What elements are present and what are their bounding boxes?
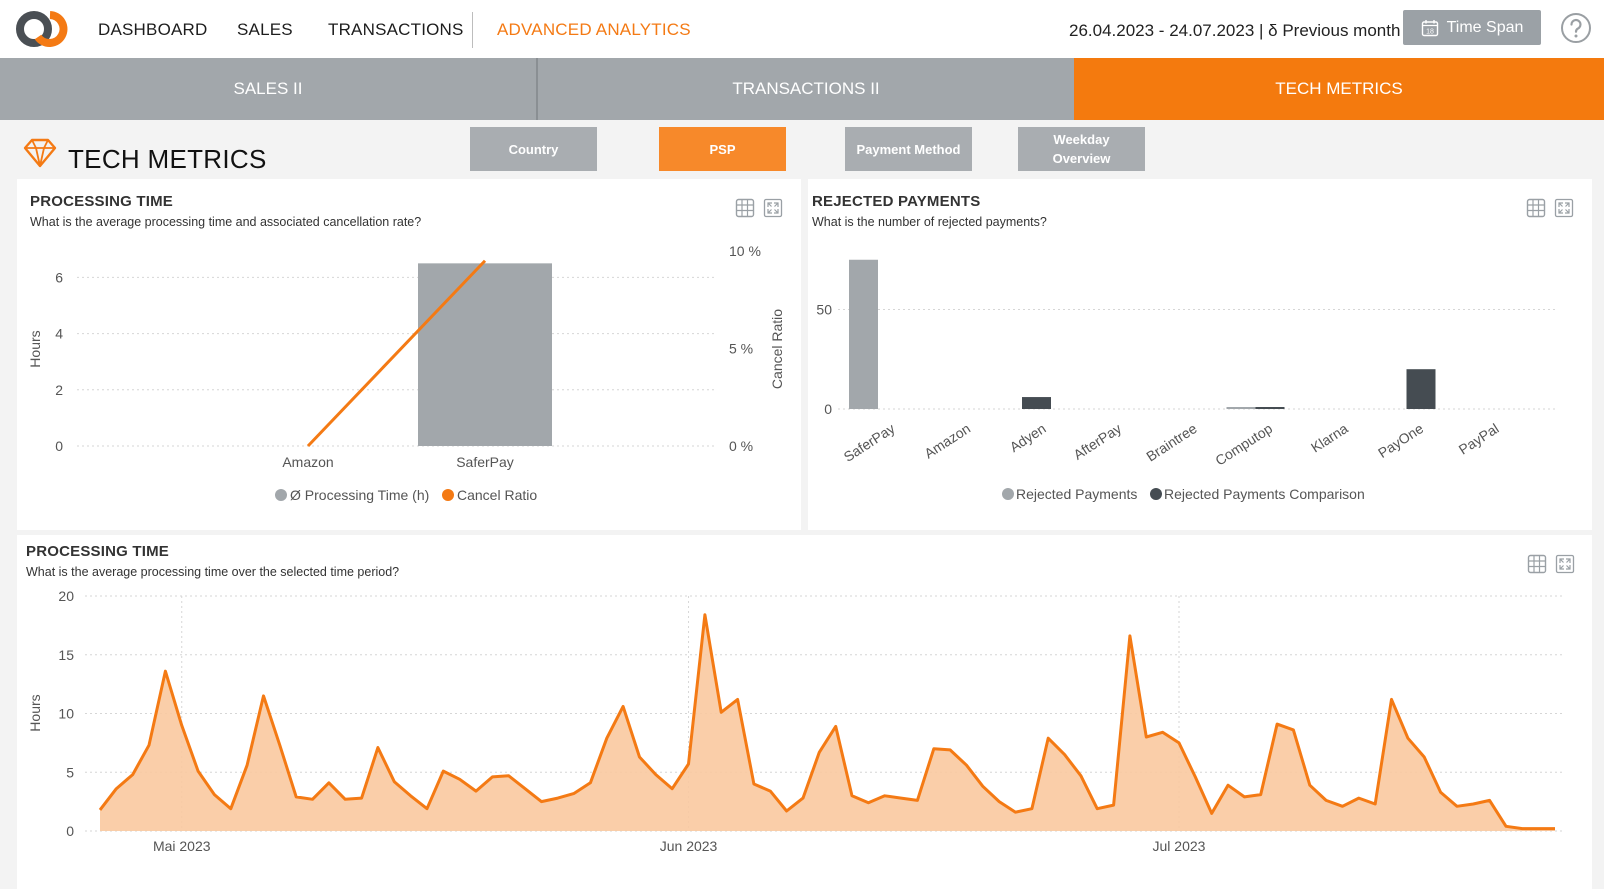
filter-country-button[interactable]: Country [470,127,597,171]
page-title: TECH METRICS [68,144,267,174]
nav-divider [472,12,473,48]
calendar-icon: 18 [1421,19,1438,36]
bar-rejected-payments [849,259,878,409]
x-tick-label: PayPal [1456,420,1502,458]
legend-marker-cancel-ratio [442,489,454,501]
time-span-button[interactable]: 18 Time Span [1403,10,1541,45]
company-logo[interactable] [14,7,74,51]
card-subtitle: What is the average processing time over… [26,565,400,579]
filter-weekday-overview-button[interactable]: Weekday Overview [1018,127,1145,171]
y-tick-label: 50 [816,302,832,318]
nav-advanced-analytics[interactable]: ADVANCED ANALYTICS [497,20,691,39]
y-tick-label: 5 [66,764,74,780]
expand-icon[interactable] [1554,198,1574,218]
nav-dashboard[interactable]: DASHBOARD [98,20,208,39]
y-tick-label: 10 [58,706,74,722]
y-axis-label: Hours [27,694,43,731]
processing-time-psp-card: PROCESSING TIME What is the average proc… [17,179,801,530]
date-range-display: 26.04.2023 - 24.07.2023 | δ Previous mon… [1069,21,1401,40]
card-actions [1527,554,1575,574]
x-tick-label: Adyen [1007,420,1049,455]
x-tick-label: SaferPay [456,454,514,470]
legend-label-cancel-ratio: Cancel Ratio [457,487,537,503]
processing-time-period-card: PROCESSING TIME What is the average proc… [17,535,1592,889]
line-processing-time [98,613,1555,831]
card-subtitle: What is the number of rejected payments? [812,215,1047,229]
y2-tick-label: 5 % [729,341,753,357]
card-title: PROCESSING TIME [30,193,174,210]
time-span-label: Time Span [1446,18,1524,36]
tab-transactions-ii[interactable]: TRANSACTIONS II [538,58,1074,120]
bar-processing-time [418,263,552,446]
legend-label-rejected: Rejected Payments [1016,486,1137,502]
legend-label-processing-time: Ø Processing Time (h) [290,487,429,503]
line-cancel-ratio [306,259,487,448]
y-tick-label: 4 [55,326,63,342]
calendar-icon-day: 18 [1426,28,1434,35]
table-view-icon[interactable] [735,198,755,218]
card-actions [735,198,783,218]
y-tick-label: 20 [58,588,74,604]
x-tick-label: Amazon [921,420,973,461]
tab-divider [536,58,538,120]
bar-rejected-payments-comparison [1406,369,1436,409]
x-tick-label: PayOne [1375,420,1426,461]
nav-transactions[interactable]: TRANSACTIONS [328,20,464,39]
y-tick-label: 2 [55,382,63,398]
rejected-payments-chart: 0 50 SaferPay Amazon Adyen AfterPay Braintree C… [816,259,1558,502]
y-axis-label: Hours [27,330,43,367]
x-tick-label: Computop [1212,420,1275,469]
y-tick-label: 15 [58,647,74,663]
table-view-icon[interactable] [1527,554,1547,574]
y-tick-label: 6 [55,269,63,285]
top-bar: DASHBOARD SALES TRANSACTIONS ADVANCED AN… [0,0,1604,58]
x-tick-label: Amazon [282,454,333,470]
tab-tech-metrics[interactable]: TECH METRICS [1074,58,1604,120]
card-title: PROCESSING TIME [26,543,170,560]
x-tick-label: Jun 2023 [660,838,718,854]
legend-marker-rejected [1002,488,1014,500]
x-tick-label: Braintree [1143,420,1200,464]
processing-time-psp-chart: 0 2 4 6 0 % 5 % 10 % Hours Cancel Ratio Amazon Saf… [27,243,785,503]
x-tick-label: SaferPay [841,420,898,465]
table-view-icon[interactable] [1526,198,1546,218]
x-tick-label: Mai 2023 [153,838,211,854]
sub-tabs: SALES II TRANSACTIONS II TECH METRICS [0,58,1604,120]
expand-icon[interactable] [763,198,783,218]
area-processing-time [100,614,1555,831]
filter-psp-button[interactable]: PSP [659,127,786,171]
card-actions [1526,198,1574,218]
x-tick-label: AfterPay [1070,420,1124,463]
filter-payment-method-button[interactable]: Payment Method [845,127,972,171]
tab-sales-ii[interactable]: SALES II [0,58,536,120]
help-icon[interactable] [1560,12,1592,44]
y-tick-label: 0 [66,823,74,839]
x-tick-label: Klarna [1308,420,1351,456]
legend-marker-processing-time [275,489,287,501]
y2-tick-label: 10 % [729,243,761,259]
legend-marker-comparison [1150,488,1162,500]
y-tick-label: 0 [824,401,832,417]
legend-label-comparison: Rejected Payments Comparison [1164,486,1365,502]
processing-time-period-chart: 0 5 10 15 20 Hours Mai 2023 Jun 2023 Jul 2023 [27,588,1565,854]
bar-rejected-payments-comparison [1022,397,1051,409]
bar-rejected-payments [1226,407,1256,409]
x-tick-label: Jul 2023 [1153,838,1206,854]
y2-tick-label: 0 % [729,438,753,454]
card-subtitle: What is the average processing time and … [30,215,422,229]
expand-icon[interactable] [1555,554,1575,574]
y2-axis-label: Cancel Ratio [769,309,785,389]
y-tick-label: 0 [55,438,63,454]
card-title: REJECTED PAYMENTS [812,193,981,210]
diamond-icon [23,138,57,168]
nav-sales[interactable]: SALES [237,20,293,39]
rejected-payments-card: REJECTED PAYMENTS What is the number of … [808,179,1592,530]
bar-rejected-payments-comparison [1255,407,1285,409]
